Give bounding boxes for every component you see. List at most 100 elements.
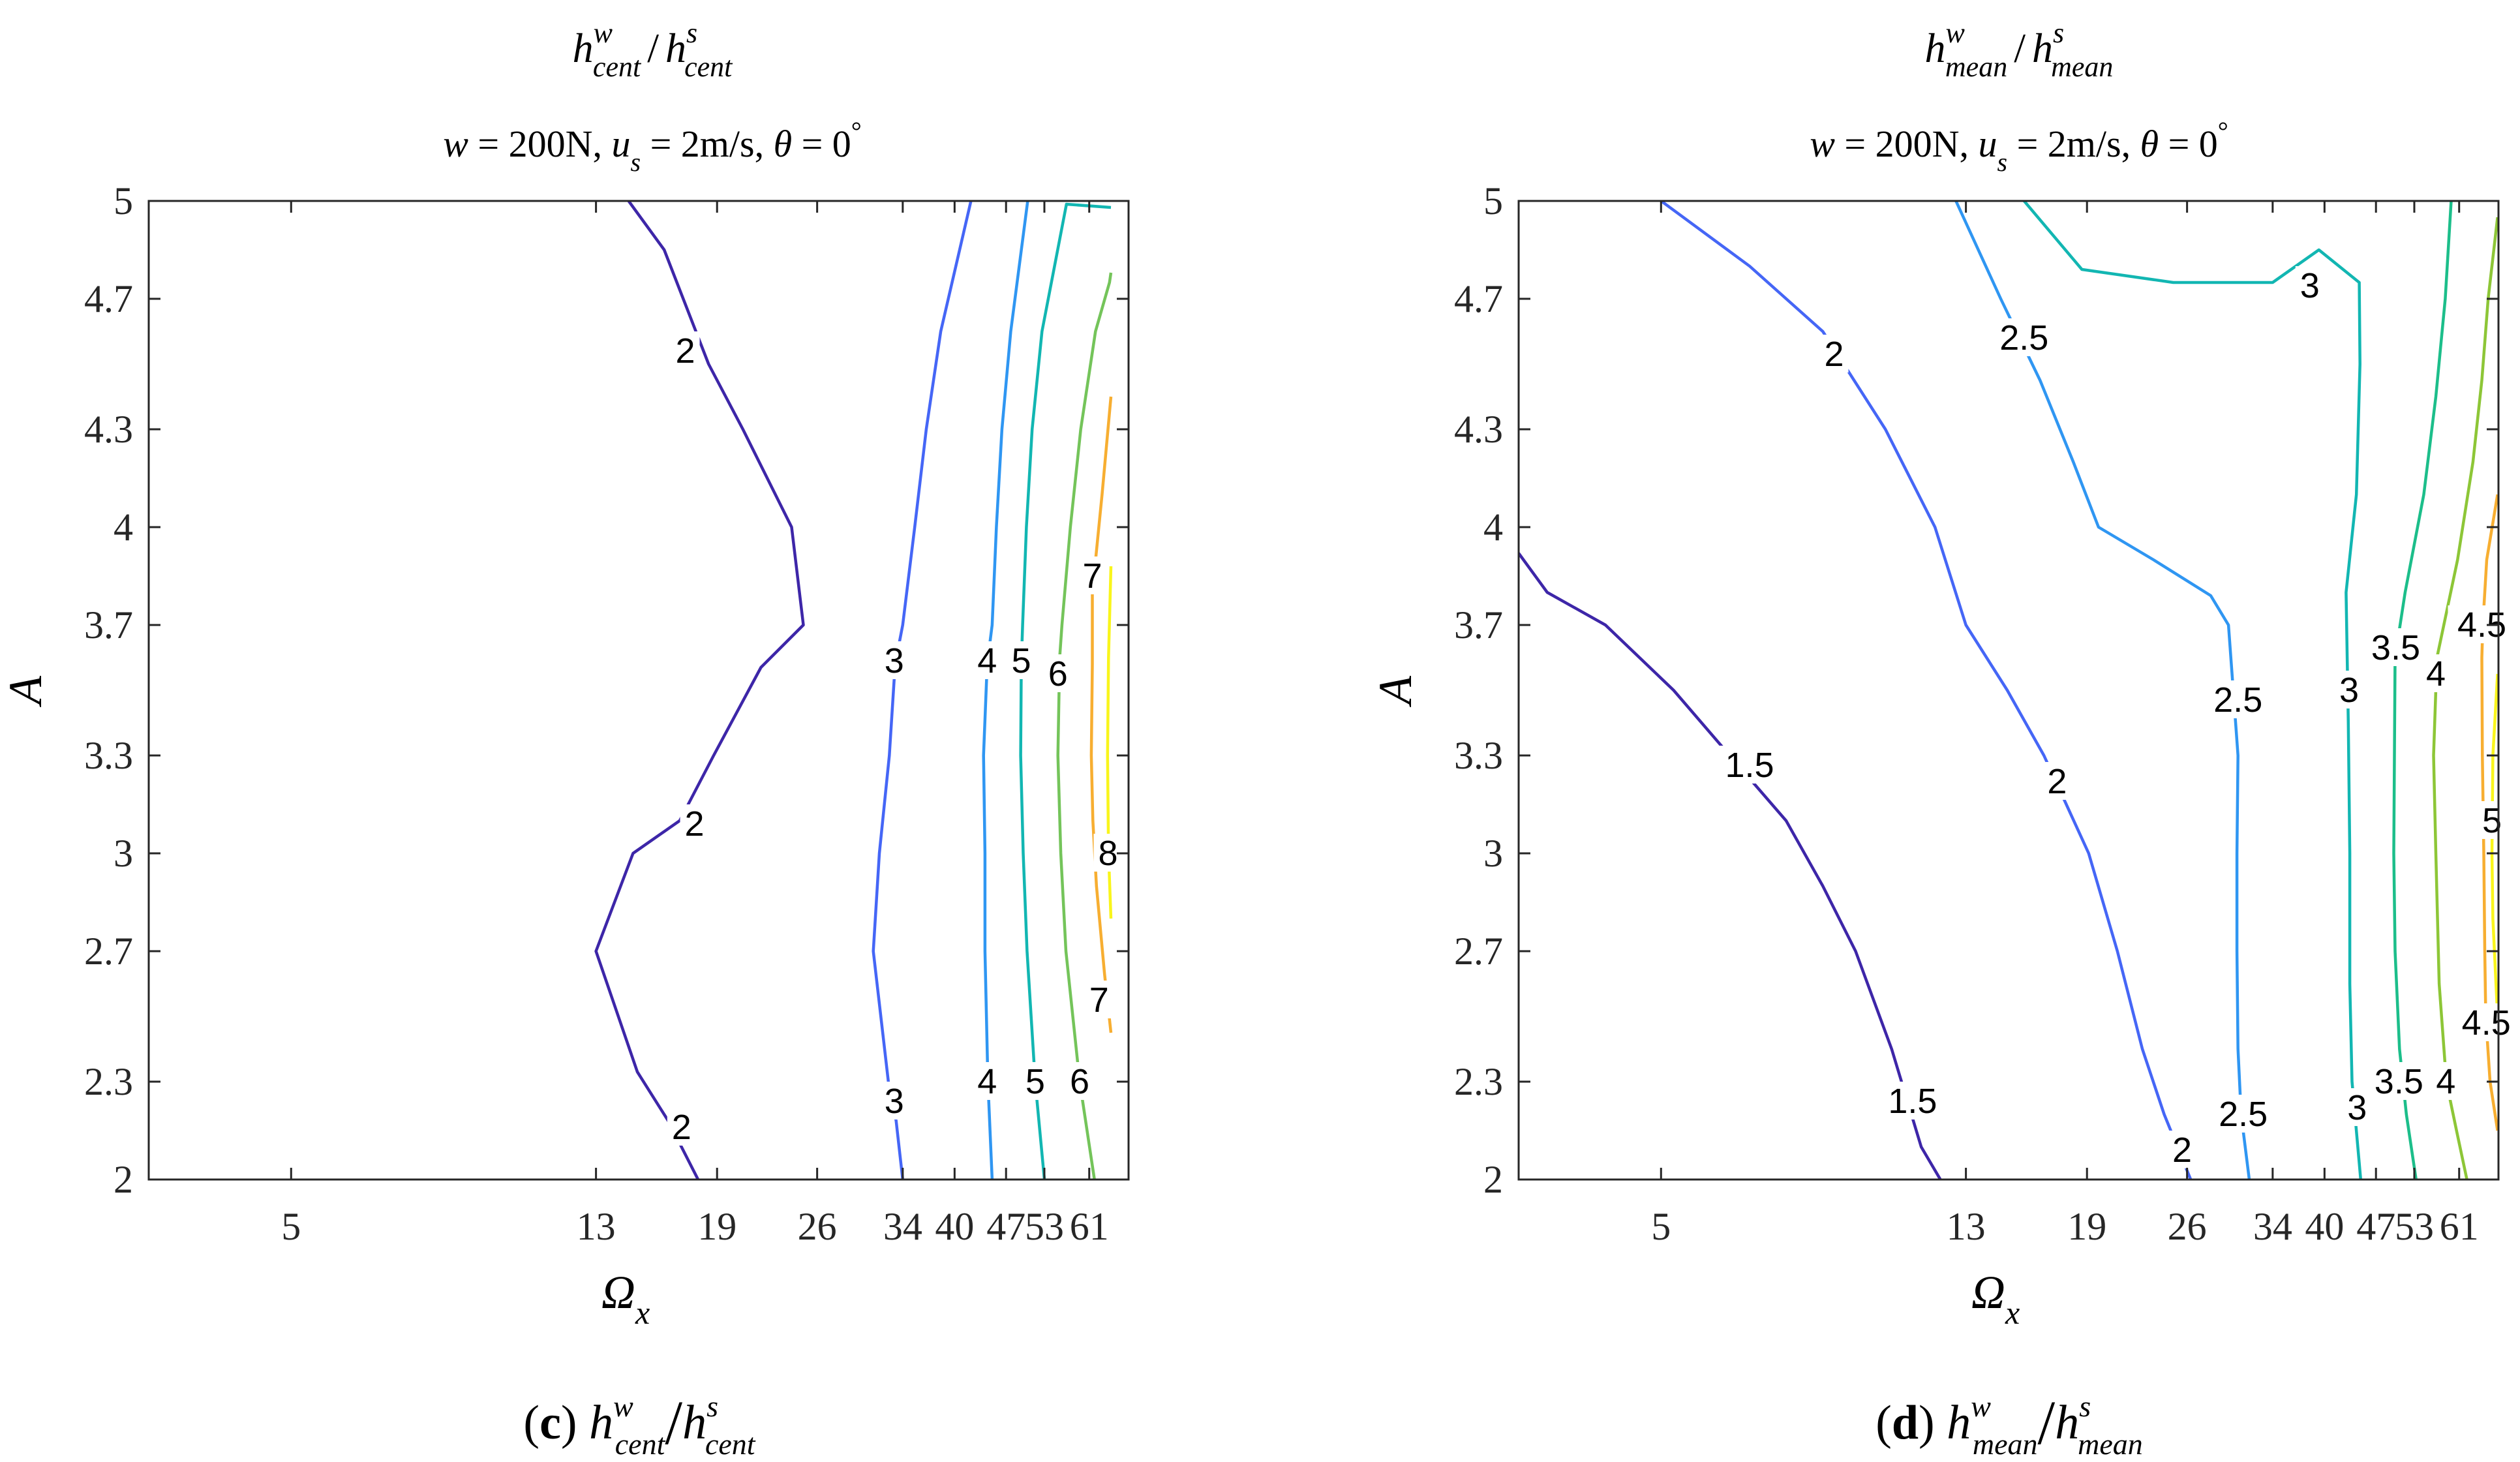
contour-label-bg (2431, 1062, 2461, 1100)
subtitle-u-value: = 2m/s, (2007, 123, 2140, 165)
contour-label-bg (2477, 801, 2506, 839)
x-tick-label: 61 (1070, 1205, 1109, 1248)
contour-label-bg (1990, 318, 2058, 356)
contour-label: 3 (2300, 266, 2320, 305)
y-tick-label: 2.3 (84, 1060, 133, 1103)
contour-label-bg (2365, 1062, 2433, 1100)
contour-label: 4 (977, 1062, 997, 1101)
contour-label: 2 (685, 804, 705, 844)
panel-caption: (c) hw cent/hs cent (523, 1388, 755, 1461)
title-symbol: h (2032, 25, 2053, 71)
contour-label: 2 (2172, 1131, 2192, 1170)
x-axis-subscript: x (2005, 1294, 2020, 1331)
caption-letter: d (1892, 1396, 1919, 1450)
contour-label: 2 (1825, 335, 1844, 374)
title-superscript: w (1946, 17, 1966, 49)
x-tick-label: 19 (2067, 1205, 2106, 1248)
x-axis-subscript: x (635, 1294, 650, 1331)
caption-symbol: h (1947, 1396, 1971, 1450)
contour-label: 4 (2426, 654, 2446, 693)
contour-label: 3.5 (2375, 1062, 2423, 1101)
contour-label-bg (2209, 1095, 2277, 1133)
y-axis-label: A (1369, 675, 1421, 707)
y-tick-label: 4.7 (1454, 277, 1503, 320)
plot-area (149, 201, 1129, 1180)
contour-label: 2.5 (1999, 318, 2048, 358)
title-superscript: s (2053, 17, 2064, 49)
contour-label: 4 (977, 641, 997, 680)
title-separator: / (647, 25, 659, 71)
title-subscript: cent (593, 51, 642, 83)
x-axis-symbol: Ω (1971, 1266, 2005, 1318)
y-tick-label: 4 (114, 506, 133, 549)
x-tick-label: 34 (883, 1205, 922, 1248)
x-tick-label: 61 (2440, 1205, 2479, 1248)
caption-subscript: mean (2078, 1427, 2143, 1461)
contour-label-bg (1065, 1062, 1095, 1100)
contour-label: 3.5 (2371, 628, 2420, 667)
contour-label-bg (1878, 1082, 1947, 1119)
x-tick-label: 47 (986, 1205, 1025, 1248)
y-tick-label: 4.7 (84, 277, 133, 320)
contour-label-bg (2042, 762, 2072, 800)
contour-label: 3 (885, 1082, 904, 1121)
contour-label: 2 (672, 1108, 691, 1147)
x-axis-symbol: Ω (601, 1266, 635, 1318)
contour-label-bg (671, 331, 700, 369)
caption-subscript: cent (705, 1427, 756, 1461)
x-tick-label: 5 (281, 1205, 301, 1248)
caption-superscript: w (1971, 1390, 1991, 1423)
contour-label-bg (1084, 981, 1114, 1018)
y-tick-label: 3 (114, 832, 133, 875)
subtitle-u-subscript: s (1997, 147, 2007, 177)
plot-title: hw mean / hs mean (1925, 17, 2114, 83)
x-tick-label: 13 (577, 1205, 616, 1248)
subtitle-w-value: = 200N, (468, 123, 612, 165)
caption-subscript: cent (615, 1427, 666, 1461)
plot-subtitle: w = 200N, us = 2m/s, θ = 0° (443, 116, 862, 177)
contour-label-bg (1819, 335, 1849, 373)
caption-superscript: w (613, 1390, 633, 1423)
subtitle-w-var: w (443, 123, 468, 165)
panel-caption: (d) hw mean/hs mean (1875, 1388, 2143, 1461)
contour-label-bg (1716, 746, 1784, 784)
contour-label: 4.5 (2462, 1003, 2511, 1043)
x-axis-label: Ωx (601, 1266, 650, 1331)
contour-level-2-5 (1954, 201, 2251, 1180)
x-tick-label: 47 (2356, 1205, 2395, 1248)
y-tick-label: 3.3 (1454, 734, 1503, 777)
subtitle-theta-var: θ (774, 123, 793, 165)
caption-symbol: h (589, 1396, 613, 1450)
caption-separator: / (2038, 1388, 2056, 1457)
x-tick-label: 19 (697, 1205, 736, 1248)
y-tick-label: 3.7 (1454, 603, 1503, 647)
y-tick-label: 4 (1483, 506, 1503, 549)
x-tick-label: 40 (935, 1205, 974, 1248)
y-tick-label: 2.7 (1454, 930, 1503, 973)
contour-label-bg (2421, 654, 2450, 692)
contour-label-bg (2295, 266, 2324, 304)
contour-level-7 (1089, 396, 1113, 1033)
y-tick-label: 3.3 (84, 734, 133, 777)
contour-level-2 (1660, 201, 2193, 1180)
plot-subtitle: w = 200N, us = 2m/s, θ = 0° (1810, 116, 2228, 177)
x-tick-label: 53 (1025, 1205, 1064, 1248)
contour-level-6 (1056, 272, 1113, 1180)
y-tick-label: 2 (1483, 1158, 1503, 1201)
x-tick-label: 34 (2253, 1205, 2292, 1248)
y-tick-label: 4.3 (84, 408, 133, 451)
contour-label-bg (1020, 1062, 1050, 1100)
contour-label-bg (680, 804, 709, 842)
caption-symbol: h (682, 1396, 706, 1450)
contour-label-bg (2361, 628, 2430, 666)
title-superscript: s (686, 17, 697, 49)
x-tick-label: 26 (798, 1205, 837, 1248)
contour-label: 3 (2339, 671, 2359, 710)
contour-label: 2 (676, 331, 695, 371)
subtitle-u-var: u (1978, 123, 1997, 165)
y-tick-label: 3.7 (84, 603, 133, 647)
title-symbol: h (1925, 25, 1946, 71)
